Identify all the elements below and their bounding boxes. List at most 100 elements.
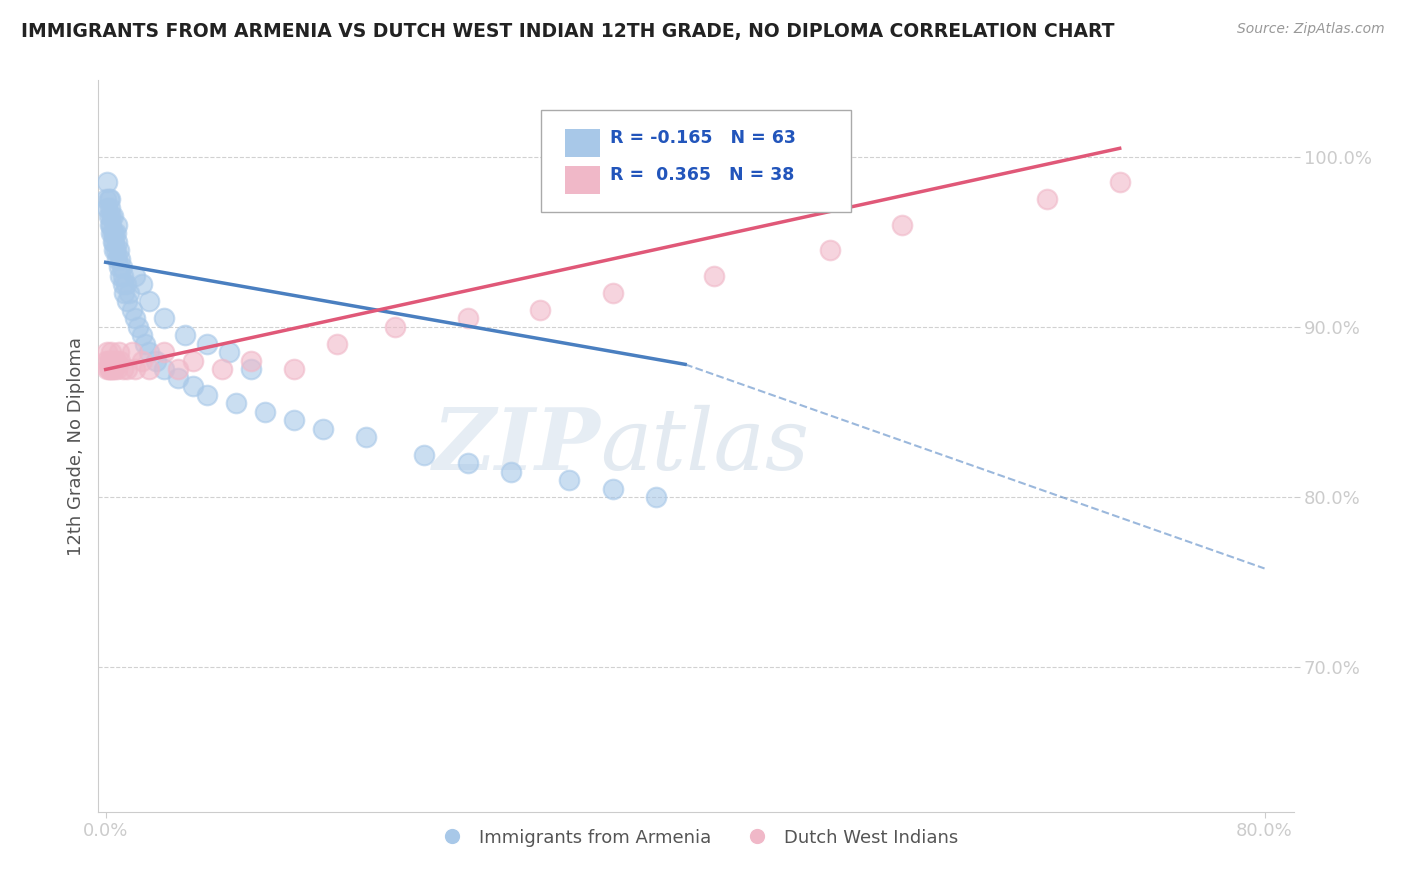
Point [239,362,262,376]
Point [103,244,125,258]
Point [1036,192,1059,206]
Legend: Immigrants from Armenia, Dutch West Indians: Immigrants from Armenia, Dutch West Indi… [427,822,965,854]
Point [195,388,218,402]
Point [98,362,121,376]
Point [103,362,125,376]
Point [138,294,160,309]
Point [152,362,174,376]
Point [312,422,335,436]
Point [105,362,128,376]
Point [97,192,120,206]
Point [195,337,218,351]
Point [112,268,135,283]
Point [94,354,117,368]
Point [104,354,127,368]
Point [94,192,117,206]
Point [105,235,128,249]
Point [117,294,139,309]
Point [558,473,581,487]
Point [105,252,128,266]
Point [103,227,125,241]
Point [645,490,668,504]
Point [127,320,149,334]
Point [211,362,233,376]
Point [96,362,118,376]
Point [124,362,146,376]
Point [115,277,138,292]
Point [131,328,153,343]
Point [103,235,125,249]
Point [602,482,624,496]
Point [134,337,156,351]
Text: Source: ZipAtlas.com: Source: ZipAtlas.com [1237,22,1385,37]
Point [96,175,118,189]
Point [97,362,120,376]
Point [218,345,240,359]
Point [602,285,624,300]
Point [108,252,131,266]
FancyBboxPatch shape [541,110,852,212]
Point [152,311,174,326]
Text: R =  0.365   N = 38: R = 0.365 N = 38 [610,166,794,184]
Point [131,354,153,368]
Point [101,362,124,376]
Point [97,354,120,368]
Point [167,371,190,385]
FancyBboxPatch shape [565,166,600,194]
Point [107,260,129,275]
Point [529,302,551,317]
Point [703,268,725,283]
Point [110,260,132,275]
Point [253,405,276,419]
Point [501,465,523,479]
Point [108,268,131,283]
Point [145,354,167,368]
Point [101,235,124,249]
Point [818,244,841,258]
Point [98,354,121,368]
Point [100,345,122,359]
Point [131,277,153,292]
Point [121,345,143,359]
Point [124,311,146,326]
Point [107,244,129,258]
Point [891,218,914,232]
Point [181,354,204,368]
Point [1108,175,1130,189]
Point [98,201,121,215]
Text: R = -0.165   N = 63: R = -0.165 N = 63 [610,128,796,146]
Point [98,218,121,232]
Point [225,396,247,410]
Point [326,337,349,351]
Point [101,210,124,224]
Point [117,362,139,376]
Point [107,345,129,359]
Point [384,320,406,334]
Point [138,345,160,359]
Point [283,362,305,376]
Point [100,218,122,232]
Point [100,362,122,376]
Point [105,218,128,232]
Point [356,430,378,444]
Point [121,302,143,317]
Point [457,311,479,326]
Point [112,362,135,376]
Point [124,268,146,283]
Point [108,354,131,368]
Point [100,227,122,241]
Point [118,285,141,300]
Text: ZIP: ZIP [433,404,600,488]
Point [104,227,127,241]
Point [100,210,122,224]
Point [152,345,174,359]
Point [114,285,136,300]
Point [138,362,160,376]
Point [97,210,120,224]
Point [112,277,135,292]
Point [181,379,204,393]
Y-axis label: 12th Grade, No Diploma: 12th Grade, No Diploma [66,336,84,556]
Point [239,354,262,368]
Point [413,448,436,462]
Point [174,328,197,343]
